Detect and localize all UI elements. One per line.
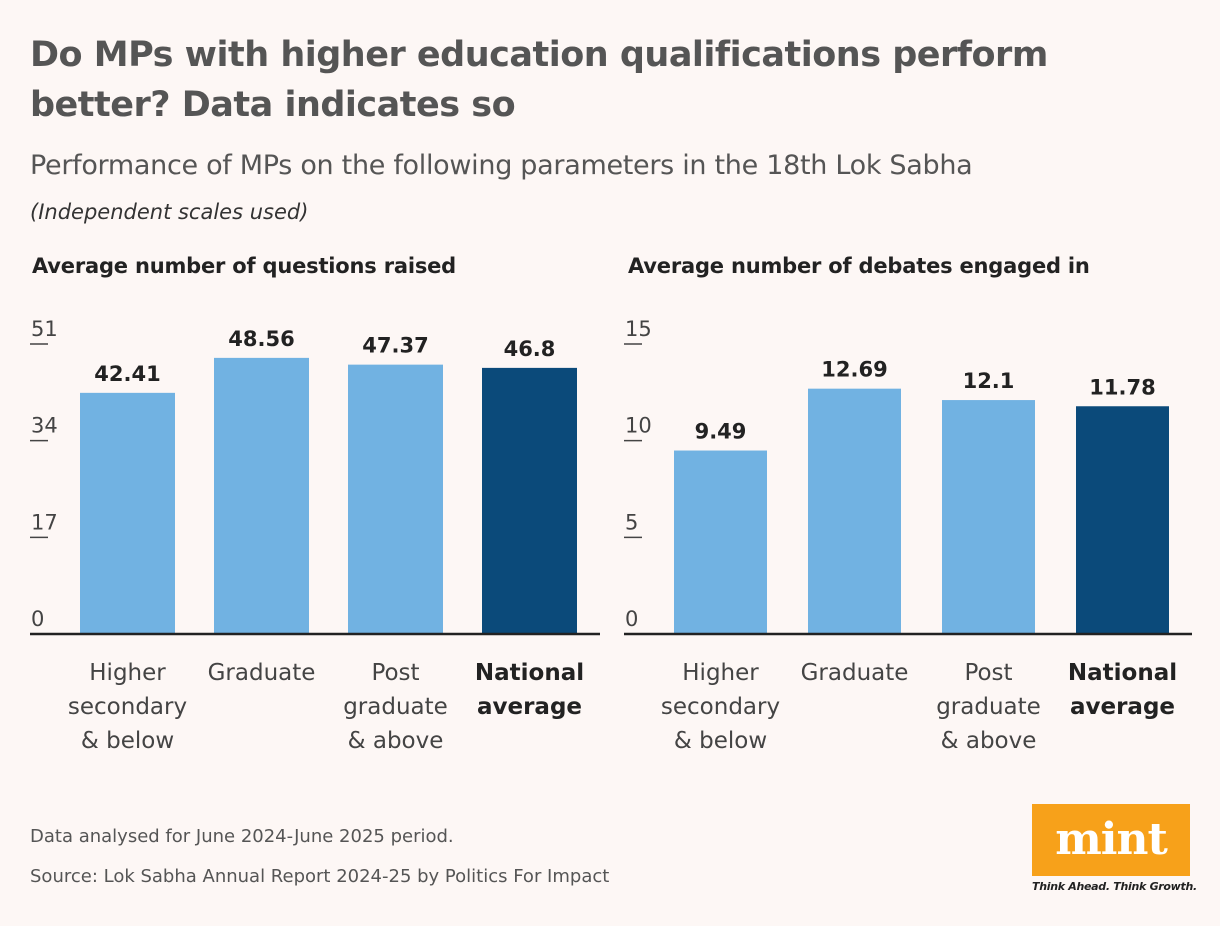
x-category-label: Graduate [801, 660, 909, 686]
logo-tagline: Think Ahead. Think Growth. [1032, 880, 1197, 893]
bar [214, 357, 309, 634]
x-category-label-line: graduate [936, 694, 1041, 720]
bar [1076, 406, 1169, 634]
x-category-label-line: & above [348, 728, 444, 754]
mint-logo-text: mint [1055, 814, 1168, 865]
y-tick-label: 0 [31, 607, 44, 631]
bar-value-label: 12.69 [821, 358, 887, 382]
x-category-label: Post graduate & above [343, 660, 448, 754]
debates-panel-title: Average number of debates engaged in [628, 254, 1090, 278]
x-category-label-line: National [1068, 660, 1177, 686]
bar-value-label: 9.49 [695, 420, 747, 444]
x-category-label: Higher secondary & below [661, 660, 780, 754]
x-category-label-line: Post [371, 660, 419, 686]
bar [674, 450, 767, 634]
y-tick-label: 0 [625, 607, 638, 631]
bar-value-label: 46.8 [504, 337, 556, 361]
bar-value-label: 12.1 [963, 369, 1015, 393]
y-tick-label: 34 [31, 414, 58, 438]
chart-title: Do MPs with higher education qualificati… [30, 35, 1048, 125]
bar [348, 364, 443, 634]
y-tick-label: 10 [625, 414, 652, 438]
x-category-label-line: secondary [661, 694, 780, 720]
y-tick-label: 17 [31, 510, 58, 534]
bar-value-label: 47.37 [362, 334, 428, 358]
bar-value-label: 48.56 [228, 327, 294, 351]
questions-panel-title: Average number of questions raised [32, 254, 456, 278]
x-category-label: Higher secondary & below [68, 660, 187, 754]
y-tick-label: 5 [625, 510, 638, 534]
scale-note: (Independent scales used) [30, 200, 309, 224]
x-category-label-line: average [1070, 694, 1175, 720]
x-category-label-line: average [477, 694, 582, 720]
x-category-label: Graduate [208, 660, 316, 686]
x-category-label: Post graduate & above [936, 660, 1041, 754]
x-category-label-line: & below [674, 728, 767, 754]
x-category-label-line: Graduate [801, 660, 909, 686]
bar [482, 367, 577, 634]
mint-logo: mint [1032, 804, 1190, 876]
x-category-label-line: & below [81, 728, 174, 754]
x-category-label-line: Higher [682, 660, 759, 686]
bar-value-label: 42.41 [94, 362, 160, 386]
y-tick-label: 51 [31, 317, 58, 341]
bar-value-label: 11.78 [1089, 375, 1155, 399]
x-category-label-line: graduate [343, 694, 448, 720]
x-category-label-line: National [475, 660, 584, 686]
x-category-label-line: Higher [89, 660, 166, 686]
x-category-label-line: Post [964, 660, 1012, 686]
charts-canvas: 0 17 34 51 42.41 Higher secondary & below 48.56 G… [30, 317, 1192, 754]
y-tick-label: 15 [625, 317, 652, 341]
footer-source: Source: Lok Sabha Annual Report 2024-25 … [30, 866, 610, 887]
questions-chart: 0 17 34 51 42.41 Higher secondary & below 48.56 G… [30, 317, 600, 754]
bar [808, 388, 901, 634]
bar [942, 400, 1035, 634]
x-category-label-line: Graduate [208, 660, 316, 686]
x-category-label-line: & above [941, 728, 1037, 754]
x-category-label: National average [475, 660, 584, 720]
chart-subtitle: Performance of MPs on the following para… [30, 150, 973, 181]
debates-chart: 0 5 10 15 9.49 Higher secondary & below 12.69 Gra… [624, 317, 1192, 754]
footer-period: Data analysed for June 2024-June 2025 pe… [30, 826, 454, 847]
x-category-label-line: secondary [68, 694, 187, 720]
bar [80, 392, 175, 634]
x-category-label: National average [1068, 660, 1177, 720]
